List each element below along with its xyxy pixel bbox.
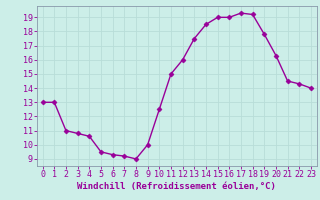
X-axis label: Windchill (Refroidissement éolien,°C): Windchill (Refroidissement éolien,°C): [77, 182, 276, 191]
